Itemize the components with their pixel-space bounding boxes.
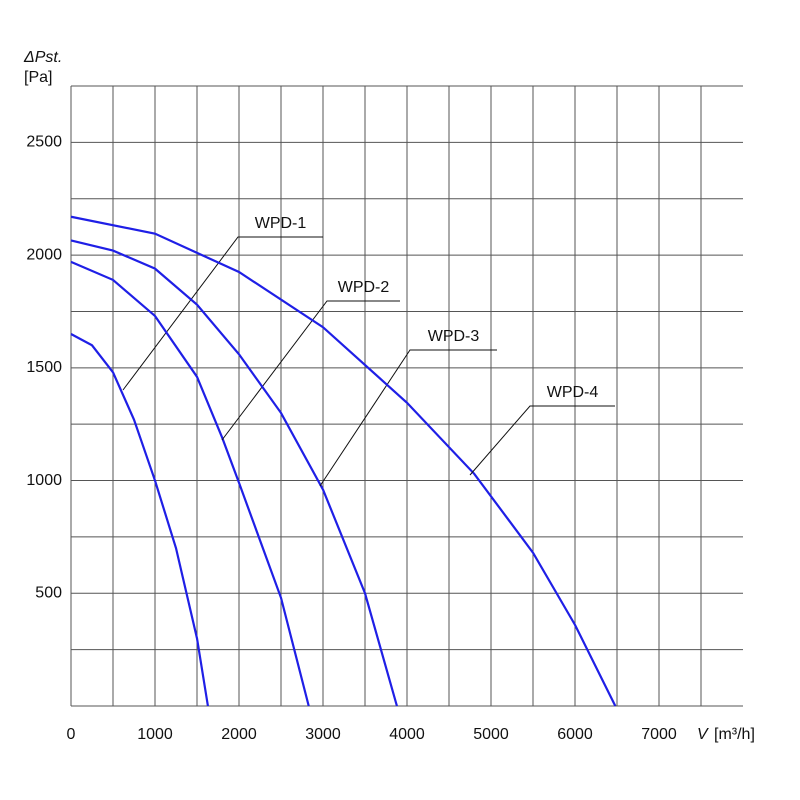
leader-line bbox=[319, 349, 497, 487]
series-label: WPD-2 bbox=[338, 279, 390, 296]
x-axis-unit: [m³/h] bbox=[714, 726, 755, 743]
y-tick-label: 1500 bbox=[26, 359, 62, 376]
curve bbox=[70, 239, 398, 707]
x-axis-symbol: V bbox=[697, 726, 709, 743]
y-tick-label: 2500 bbox=[26, 134, 62, 151]
y-tick-label: 2000 bbox=[26, 246, 62, 263]
x-tick-label: 2000 bbox=[221, 726, 257, 743]
y-axis-symbol: ΔPst. bbox=[23, 49, 62, 66]
series-label: WPD-3 bbox=[428, 328, 480, 345]
leader-line bbox=[469, 405, 615, 476]
x-tick-label: 6000 bbox=[557, 726, 593, 743]
series-label: WPD-4 bbox=[547, 384, 599, 401]
curve bbox=[70, 215, 617, 707]
series-label: WPD-1 bbox=[255, 215, 307, 232]
y-axis-unit: [Pa] bbox=[24, 69, 52, 86]
leader-line bbox=[122, 236, 323, 391]
leader-line bbox=[221, 300, 400, 441]
y-tick-label: 1000 bbox=[26, 472, 62, 489]
x-tick-label: 4000 bbox=[389, 726, 425, 743]
x-tick-label: 5000 bbox=[473, 726, 509, 743]
y-tick-label: 500 bbox=[35, 584, 62, 601]
x-tick-label: 1000 bbox=[137, 726, 173, 743]
curve bbox=[70, 260, 310, 707]
x-tick-label: 0 bbox=[67, 726, 76, 743]
curve bbox=[70, 333, 210, 707]
x-tick-label: 3000 bbox=[305, 726, 341, 743]
x-tick-label: 7000 bbox=[641, 726, 677, 743]
